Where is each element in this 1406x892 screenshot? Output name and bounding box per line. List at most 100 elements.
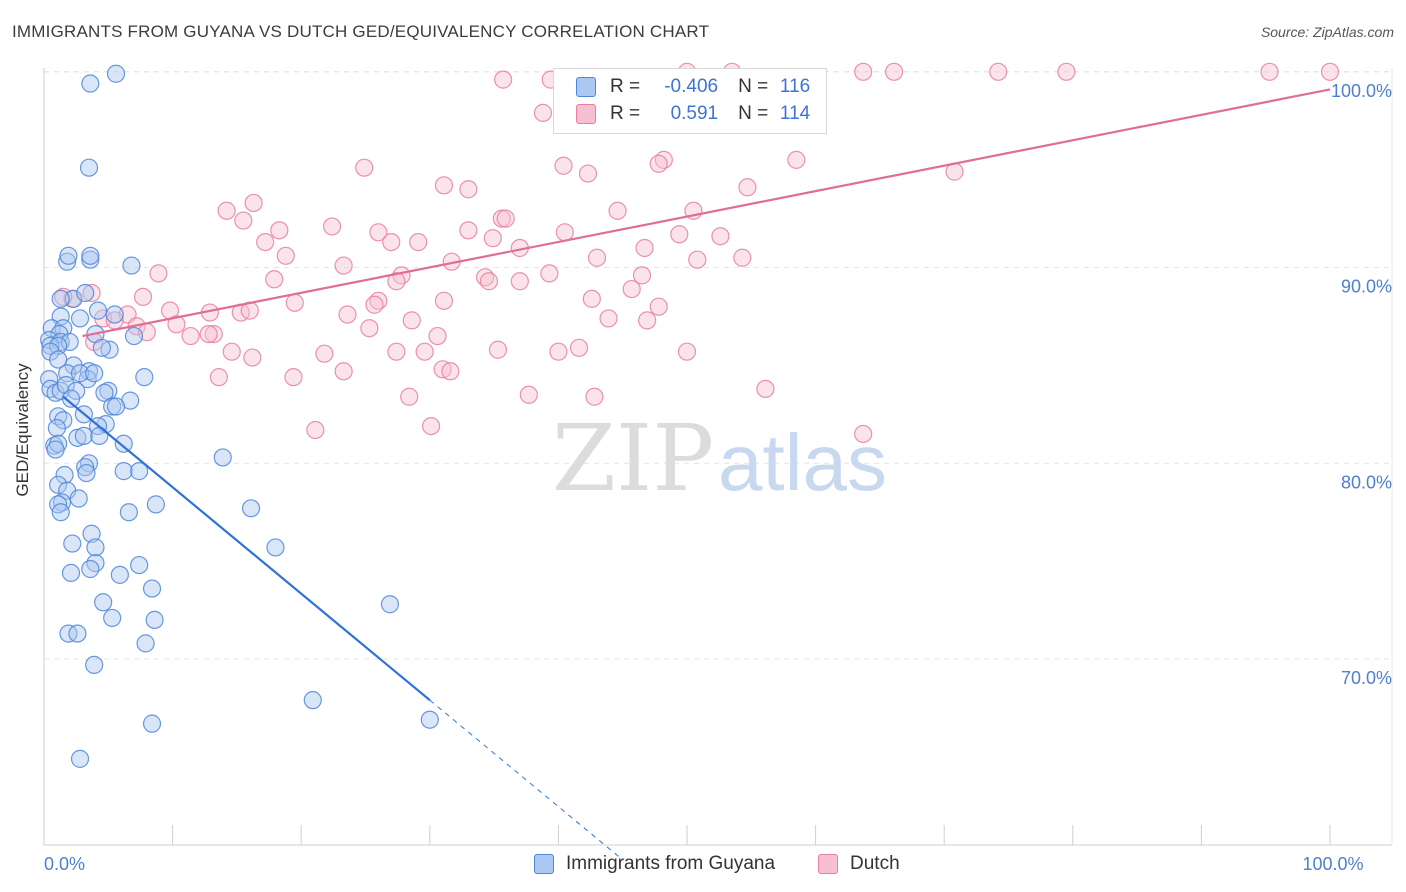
dutch-point	[738, 178, 757, 197]
legend-row-blue: R = -0.406 N = 116	[576, 75, 810, 99]
dutch-point	[82, 283, 101, 303]
dutch-point	[496, 209, 515, 228]
dutch-point	[510, 272, 529, 291]
dutch-point	[688, 250, 707, 269]
guyana-point	[86, 554, 105, 573]
guyana-point	[51, 503, 70, 522]
dutch-point	[1260, 62, 1279, 81]
chart-title: IMMIGRANTS FROM GUYANA VS DUTCH GED/EQUI…	[12, 22, 710, 41]
dutch-point	[1057, 62, 1076, 81]
legend-label-guyana: Immigrants from Guyana	[566, 853, 776, 874]
dutch-point	[284, 368, 303, 387]
dutch-point	[884, 62, 904, 81]
guyana-point	[114, 462, 133, 481]
dutch-point	[234, 211, 253, 230]
dutch-point	[787, 150, 806, 169]
dutch-point	[209, 368, 228, 387]
guyana-points	[40, 64, 439, 768]
guyana-point	[61, 389, 81, 408]
dutch-point	[492, 209, 511, 228]
dutch-point	[322, 217, 342, 236]
legend-label-dutch: Dutch	[850, 853, 900, 874]
guyana-point	[130, 462, 149, 481]
guyana-point	[106, 397, 126, 416]
guyana-point	[142, 579, 162, 598]
guyana-point	[130, 555, 149, 575]
guyana-point	[76, 283, 95, 303]
guyana-point	[61, 563, 81, 583]
tick-labels: 70.0% 80.0% 90.0% 100.0% 0.0% 100.0%	[44, 81, 1392, 874]
dutch-point	[711, 227, 730, 246]
guyana-point	[64, 289, 83, 308]
guyana-point	[70, 309, 90, 328]
dutch-point	[217, 201, 236, 220]
dutch-point	[415, 342, 434, 361]
dutch-point	[989, 62, 1008, 81]
guyana-point	[49, 475, 68, 494]
dutch-point	[338, 305, 357, 324]
guyana-swatch	[534, 854, 554, 874]
dutch-points	[54, 62, 1340, 444]
dutch-point	[199, 324, 218, 344]
guyana-point	[41, 336, 60, 355]
source-label: Source: ZipAtlas.com	[1260, 24, 1394, 40]
guyana-point	[145, 610, 164, 629]
guyana-point	[55, 465, 74, 485]
guyana-point	[380, 595, 400, 614]
dutch-trend-line	[82, 88, 1331, 338]
dutch-swatch	[818, 854, 838, 874]
dutch-point	[276, 246, 295, 265]
guyana-point	[95, 383, 114, 402]
guyana-point	[41, 342, 60, 361]
dutch-point	[459, 221, 478, 240]
dutch-point	[483, 229, 502, 248]
y-tick-label: 90.0%	[1341, 277, 1392, 297]
dutch-point	[365, 295, 384, 314]
guyana-point	[86, 538, 105, 557]
y-axis-label-wrap: GED/Equivalency	[8, 300, 38, 560]
dutch-point	[222, 342, 241, 361]
dutch-point	[428, 326, 447, 346]
guyana-point	[103, 397, 122, 416]
guyana-point	[106, 64, 126, 83]
guyana-point	[68, 624, 87, 643]
n-label: N =	[738, 76, 769, 97]
r-label: R =	[610, 76, 641, 97]
dutch-point	[519, 385, 538, 404]
guyana-point	[266, 538, 285, 557]
watermark-zip: ZIP	[552, 405, 714, 512]
guyana-point	[94, 593, 113, 612]
dutch-point	[421, 416, 441, 436]
dutch-point	[369, 223, 388, 242]
dutch-point	[670, 225, 689, 244]
guyana-point	[74, 426, 93, 445]
guyana-point	[110, 565, 129, 584]
axes	[43, 68, 1393, 846]
guyana-point	[82, 524, 101, 543]
guyana-trend-line	[62, 395, 431, 701]
dutch-point	[387, 342, 406, 361]
guyana-point	[79, 158, 99, 177]
guyana-point	[81, 74, 100, 93]
legend-item-dutch: Dutch	[818, 852, 900, 876]
guyana-point	[69, 489, 88, 508]
y-tick-label: 70.0%	[1341, 668, 1392, 688]
guyana-point	[63, 534, 82, 553]
dutch-point	[315, 344, 334, 363]
dutch-point	[149, 264, 168, 283]
guyana-point	[70, 749, 90, 768]
x-tick-label: 0.0%	[44, 854, 85, 874]
x-tick-label: 100.0%	[1302, 854, 1363, 874]
guyana-point	[85, 364, 104, 383]
dutch-point	[441, 362, 460, 381]
guyana-point	[124, 326, 144, 346]
guyana-point	[303, 691, 322, 710]
guyana-point	[92, 338, 111, 357]
dutch-point	[554, 156, 573, 175]
guyana-point	[81, 559, 100, 579]
dutch-point	[622, 279, 641, 299]
dutch-point	[434, 176, 454, 195]
dutch-point	[400, 387, 419, 406]
guyana-point	[77, 463, 96, 483]
dutch-point	[549, 342, 568, 361]
